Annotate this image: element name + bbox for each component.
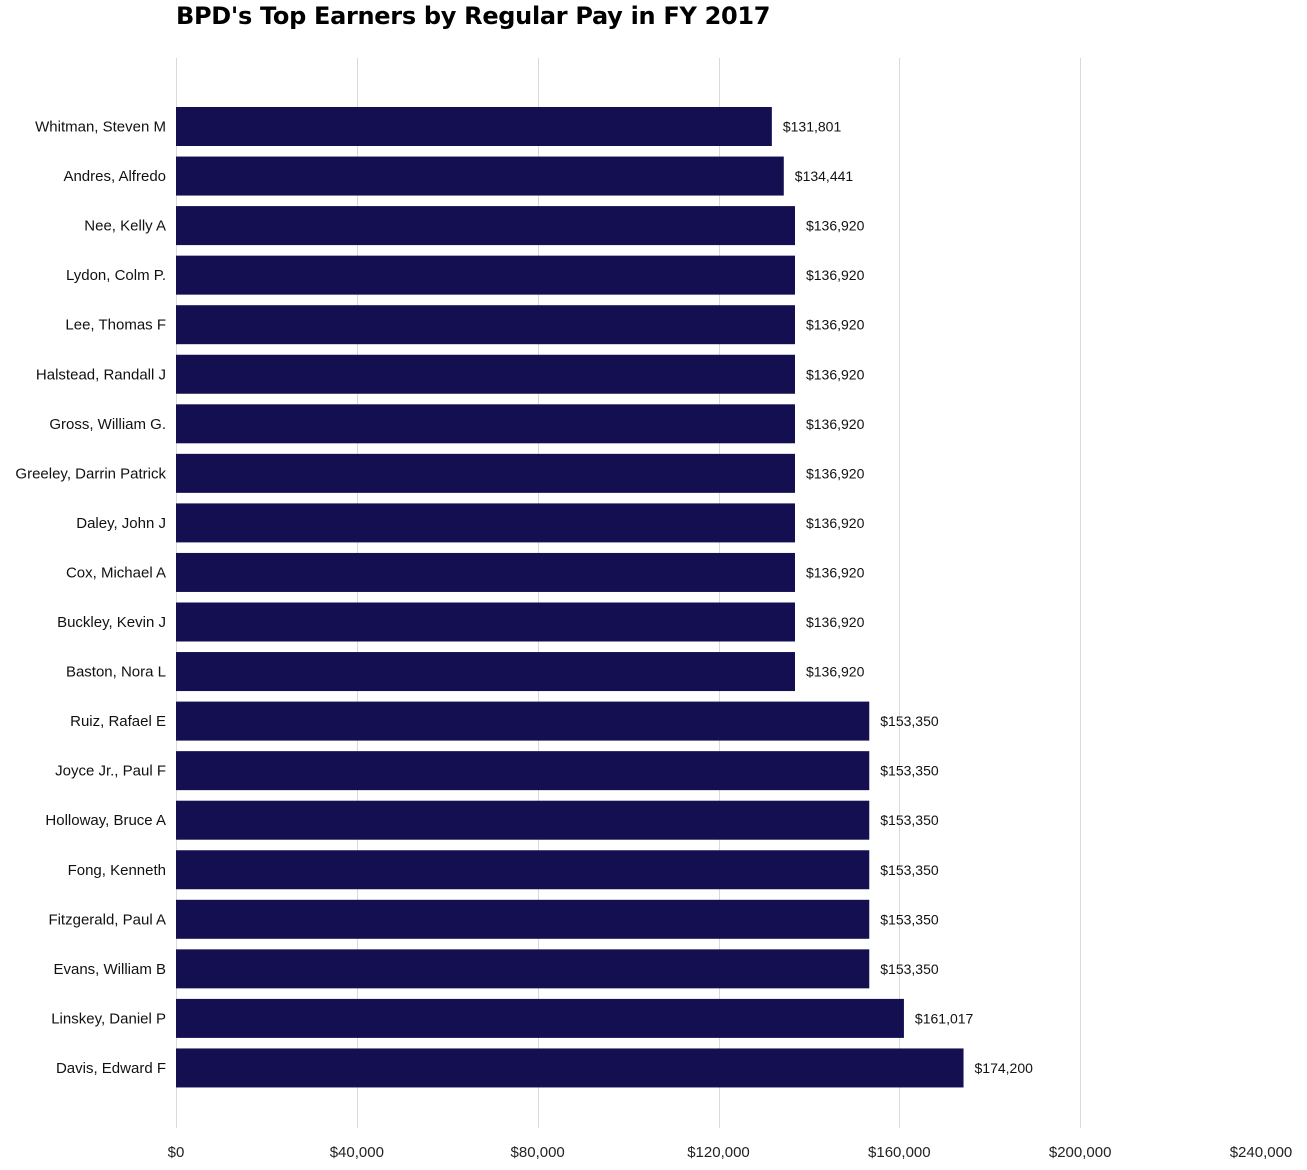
bar	[176, 751, 870, 791]
data-label: $134,441	[795, 168, 854, 184]
category-label: Ruiz, Rafael E	[70, 713, 166, 730]
category-label: Andres, Alfredo	[63, 168, 166, 185]
bar	[176, 949, 870, 989]
x-tick-label: $200,000	[1049, 1144, 1112, 1161]
data-label: $153,350	[880, 862, 939, 878]
x-axis-tick-labels: $0 $40,000 $80,000 $120,000 $160,000 $200,000…	[168, 1144, 1293, 1161]
category-label: Lydon, Colm P.	[66, 267, 166, 284]
category-label: Fitzgerald, Paul A	[48, 911, 166, 928]
category-label: Holloway, Bruce A	[45, 812, 166, 829]
bar	[176, 354, 795, 394]
bar	[176, 156, 784, 196]
category-label: Cox, Michael A	[66, 564, 166, 581]
category-label: Davis, Edward F	[56, 1060, 166, 1077]
data-label: $174,200	[975, 1060, 1034, 1076]
chart-title: BPD's Top Earners by Regular Pay in FY 2…	[176, 2, 771, 30]
bar	[176, 503, 795, 543]
bar	[176, 552, 795, 592]
bar	[176, 453, 795, 493]
category-label: Joyce Jr., Paul F	[55, 763, 166, 780]
data-label: $136,920	[806, 465, 865, 481]
category-label: Halstead, Randall J	[36, 366, 166, 383]
x-tick-label: $160,000	[868, 1144, 931, 1161]
category-label: Gross, William G.	[49, 416, 166, 433]
data-label: $153,350	[880, 911, 939, 927]
bar	[176, 850, 870, 890]
bar	[176, 899, 870, 939]
data-label: $153,350	[880, 713, 939, 729]
data-label: $153,350	[880, 763, 939, 779]
bar	[176, 652, 795, 692]
x-tick-label: $80,000	[511, 1144, 565, 1161]
data-label: $136,920	[806, 218, 865, 234]
data-label: $153,350	[880, 961, 939, 977]
data-label: $153,350	[880, 812, 939, 828]
bar	[176, 998, 904, 1038]
category-label: Daley, John J	[76, 515, 166, 532]
data-label: $136,920	[806, 416, 865, 432]
bars	[176, 107, 964, 1088]
bar	[176, 255, 795, 295]
data-label: $136,920	[806, 664, 865, 680]
data-label: $161,017	[915, 1010, 974, 1026]
bar	[176, 305, 795, 345]
bar	[176, 602, 795, 642]
bar	[176, 107, 772, 146]
x-tick-label: $240,000	[1230, 1144, 1293, 1161]
category-label: Lee, Thomas F	[65, 317, 166, 334]
data-label: $131,801	[783, 119, 842, 135]
x-tick-label: $120,000	[687, 1144, 750, 1161]
x-tick-label: $40,000	[330, 1144, 384, 1161]
bar	[176, 404, 795, 444]
data-label: $136,920	[806, 267, 865, 283]
category-label: Baston, Nora L	[66, 664, 166, 681]
category-label: Greeley, Darrin Patrick	[15, 465, 166, 482]
bar	[176, 800, 870, 840]
data-label: $136,920	[806, 317, 865, 333]
category-label: Nee, Kelly A	[84, 218, 166, 235]
bar	[176, 1048, 964, 1088]
data-label: $136,920	[806, 366, 865, 382]
data-label: $136,920	[806, 564, 865, 580]
data-label: $136,920	[806, 614, 865, 630]
category-label: Buckley, Kevin J	[57, 614, 166, 631]
data-label: $136,920	[806, 515, 865, 531]
bar	[176, 701, 870, 741]
category-label: Fong, Kenneth	[68, 862, 166, 879]
bar	[176, 206, 795, 246]
value-labels: $131,801 $134,441 $136,920 $136,920 $136,920…	[783, 119, 1033, 1076]
x-tick-label: $0	[168, 1144, 185, 1161]
category-label: Linskey, Daniel P	[51, 1010, 166, 1027]
category-label: Evans, William B	[53, 961, 166, 978]
category-labels: Whitman, Steven M Andres, Alfredo Nee, Kel…	[15, 119, 166, 1077]
category-label: Whitman, Steven M	[35, 119, 166, 136]
